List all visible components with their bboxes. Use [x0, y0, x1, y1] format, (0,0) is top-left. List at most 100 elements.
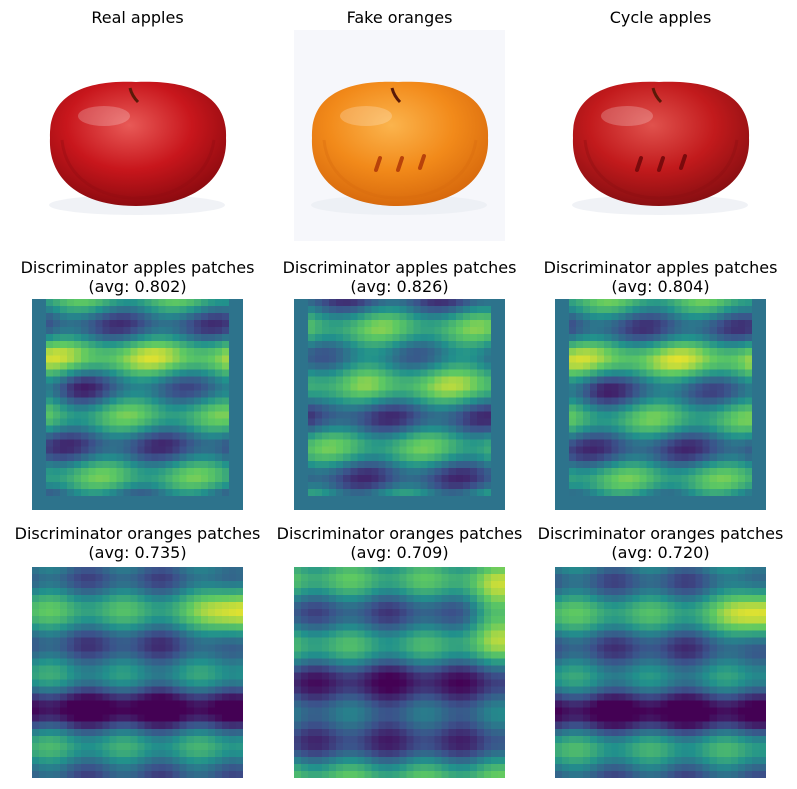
heatmap-cell — [151, 588, 160, 596]
heatmap-cell — [427, 735, 436, 744]
heatmap-cell — [434, 637, 443, 645]
heatmap-cell — [427, 574, 436, 582]
heatmap-cell — [308, 362, 316, 370]
heatmap-cell — [67, 574, 75, 582]
heatmap-cell — [214, 763, 223, 772]
heatmap-cell — [165, 749, 174, 758]
heatmap-cell — [744, 355, 753, 363]
heatmap-cell — [315, 376, 323, 384]
heatmap-cell — [109, 453, 117, 462]
heatmap-cell — [497, 742, 505, 751]
heatmap-cell — [39, 334, 47, 342]
heatmap-cell — [308, 595, 316, 603]
heatmap-cell — [186, 313, 195, 321]
heatmap-cell — [102, 651, 110, 660]
heatmap-cell — [483, 411, 492, 420]
heatmap-cell — [490, 700, 499, 709]
heatmap-cell — [193, 707, 202, 716]
heatmap-cell — [371, 581, 379, 589]
heatmap-cell — [744, 425, 753, 434]
heatmap-cell — [653, 446, 662, 455]
heatmap-cell — [137, 756, 146, 765]
heatmap-cell — [688, 348, 697, 356]
heatmap-cell — [200, 637, 209, 645]
heatmap-cell — [406, 460, 415, 469]
heatmap-cell — [221, 453, 230, 462]
heatmap-cell — [420, 644, 429, 652]
heatmap-cell — [625, 623, 633, 631]
heatmap-cell — [109, 376, 117, 384]
heatmap-cell — [137, 411, 146, 420]
heatmap-cell — [455, 397, 464, 406]
heatmap-cell — [611, 439, 619, 448]
heatmap-cell — [434, 658, 443, 667]
heatmap-cell — [88, 567, 96, 575]
heatmap-cell — [81, 460, 89, 469]
heatmap-cell — [730, 453, 739, 462]
heatmap-cell — [385, 616, 394, 624]
heatmap-cell — [723, 376, 732, 384]
heatmap-cell — [378, 320, 387, 328]
heatmap-cell — [74, 467, 82, 476]
heatmap-cell — [420, 658, 429, 667]
heatmap-cell — [758, 425, 766, 434]
heatmap-cell — [399, 425, 408, 434]
heatmap-cell — [483, 474, 492, 483]
heatmap-cell — [179, 700, 188, 709]
heatmap-cell — [46, 637, 54, 645]
heatmap-cell — [74, 672, 82, 681]
heatmap-cell — [632, 665, 640, 674]
heatmap-cell — [179, 616, 188, 624]
heatmap-cell — [81, 749, 89, 758]
heatmap-cell — [618, 362, 626, 370]
heatmap-cell — [695, 313, 704, 321]
heatmap-cell — [200, 383, 209, 392]
heatmap-cell — [420, 609, 429, 617]
title-text: Fake oranges — [346, 8, 453, 27]
heatmap-cell — [681, 404, 690, 413]
heatmap-cell — [67, 467, 75, 476]
heatmap-cell — [88, 299, 96, 307]
heatmap-cell — [32, 742, 40, 751]
heatmap-cell — [137, 623, 146, 631]
heatmap-cell — [294, 672, 302, 681]
heatmap-cell — [228, 467, 237, 476]
heatmap-cell — [186, 588, 195, 596]
heatmap-cell — [569, 334, 577, 342]
heatmap-cell — [329, 467, 337, 476]
heatmap-cell — [385, 637, 394, 645]
title-text: Discriminator apples patches — [20, 258, 255, 277]
heatmap-cell — [371, 320, 379, 328]
heatmap-cell — [583, 616, 591, 624]
heatmap-cell — [709, 397, 718, 406]
heatmap-cell — [674, 623, 683, 631]
heatmap-cell — [695, 362, 704, 370]
heatmap-cell — [214, 334, 223, 342]
heatmap-cell — [427, 341, 436, 349]
heatmap-cell — [590, 355, 598, 363]
heatmap-cell — [179, 404, 188, 413]
heatmap-cell — [427, 362, 436, 370]
heatmap-cell — [448, 411, 457, 420]
heatmap-cell — [200, 756, 209, 765]
heatmap-cell — [364, 334, 372, 342]
heatmap-cell — [144, 581, 153, 589]
heatmap-cell — [420, 355, 429, 363]
heatmap-cell — [406, 721, 415, 730]
heatmap-cell — [702, 383, 711, 392]
heatmap-cell — [39, 453, 47, 462]
heatmap-cell — [102, 763, 110, 772]
heatmap-cell — [350, 404, 358, 413]
heatmap-cell — [490, 411, 499, 420]
heatmap-cell — [406, 658, 415, 667]
heatmap-cell — [329, 362, 337, 370]
heatmap-cell — [130, 637, 139, 645]
heatmap-cell — [371, 362, 379, 370]
heatmap-cell — [625, 602, 633, 610]
heatmap-cell — [646, 609, 655, 617]
heatmap-cell — [193, 481, 202, 490]
heatmap-cell — [434, 567, 443, 575]
heatmap-cell — [322, 763, 330, 772]
heatmap-cell — [207, 446, 216, 455]
heatmap-cell — [200, 313, 209, 321]
